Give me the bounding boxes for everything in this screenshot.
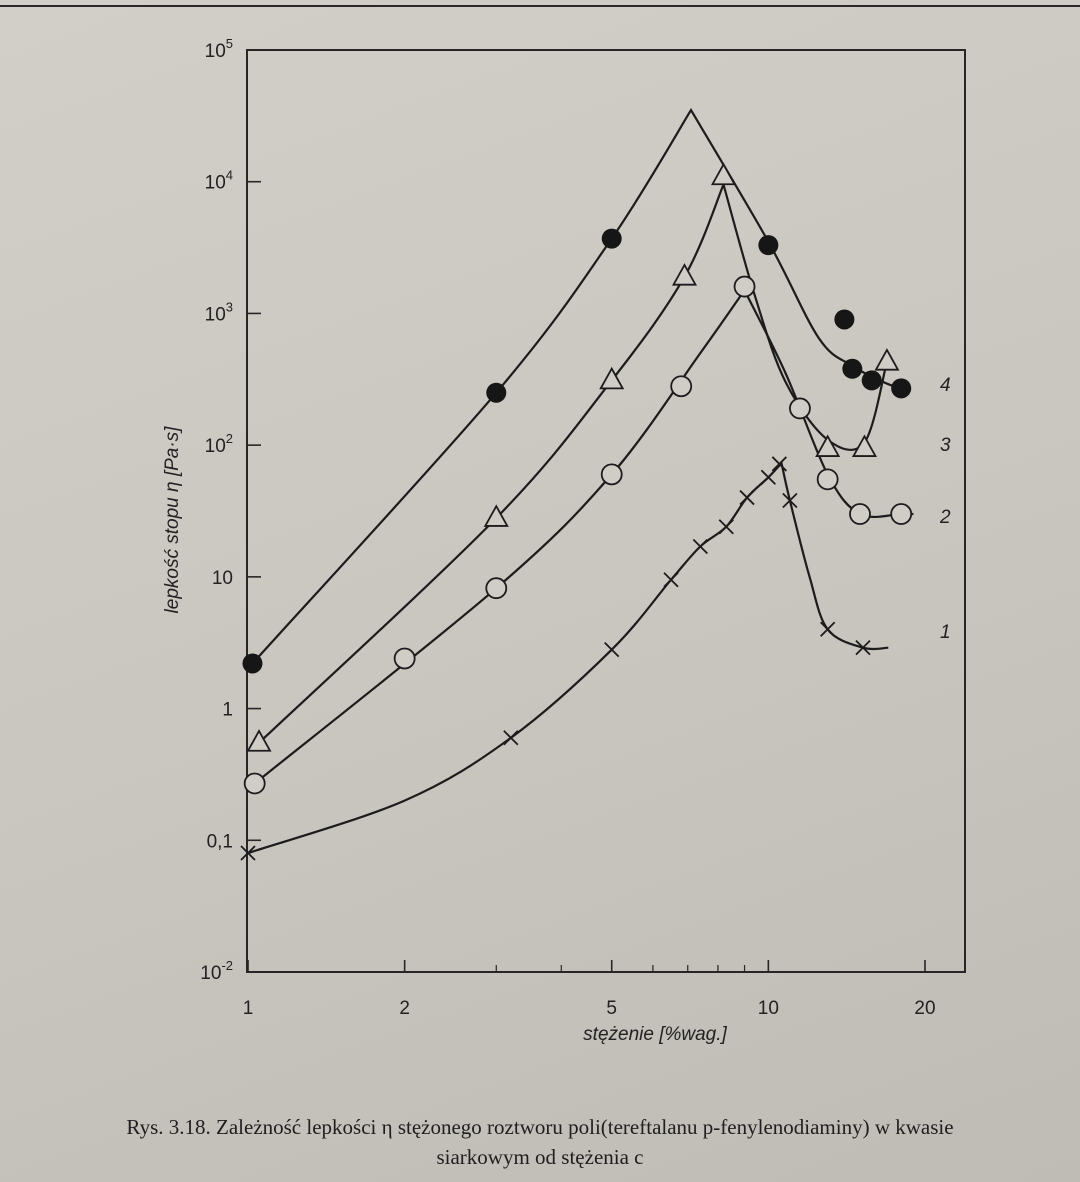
series-4-curve [251,107,912,665]
series-1-point [782,492,798,509]
x-tick-label: 1 [243,998,254,1019]
series-3-curve [258,181,888,744]
y-axis-title: lepkość stopu η [Pa·s] [162,426,183,614]
series-1-label: 1 [940,622,951,643]
series-2-point [670,375,693,398]
x-tick-label: 2 [399,998,410,1019]
series-2-point [393,647,416,670]
series-1-point [739,489,755,506]
caption-line-2: siarkowym od stężenia c [436,1145,644,1169]
series-4-point [891,378,912,399]
series-3-point [671,263,698,286]
y-tick-label: 1 [222,700,233,721]
series-2-point [243,772,266,795]
series-3-point [483,504,509,527]
series-2-point [816,468,839,491]
series-3-label: 3 [940,435,951,456]
series-2-curve [254,288,914,785]
x-tick-label: 10 [758,998,779,1019]
series-markers [240,162,913,861]
plot-frame [246,49,966,973]
axis-ticks [247,49,926,973]
series-2-point [849,503,871,525]
y-tick-label: 103 [205,299,233,325]
series-curves [247,107,914,855]
series-1-point [692,538,708,555]
series-2-point [733,275,756,298]
series-1-point [760,469,776,485]
y-tick-label: 10 [212,568,233,589]
x-axis-title: stężenie [%wag.] [583,1024,727,1045]
series-3-point [246,729,272,752]
series-3-point [815,434,841,457]
series-1-point [240,845,256,861]
series-1-point [771,456,788,472]
series-1-point [855,640,871,656]
series-1-point [820,621,836,637]
series-1-point [503,730,519,746]
series-4-point [861,370,882,391]
y-tick-label: 105 [205,36,233,62]
figure-caption: Rys. 3.18. Zależność lepkości η stężoneg… [0,1112,1080,1172]
series-4-point [486,382,507,403]
series-3-point [599,366,625,390]
series-2-label: 2 [939,507,951,528]
series-4-label: 4 [940,375,951,396]
series-1-point [718,519,734,535]
series-3-point [874,348,900,371]
series-3-point [710,162,737,186]
series-4-point [758,235,779,256]
chart: 1 2 5 10 20 10-2 0,1 1 10 102 103 104 105 4 3 2 1 stężen… [0,5,1080,1045]
y-tick-label: 102 [205,431,233,457]
series-4-point [842,358,863,379]
x-tick-label: 5 [606,998,617,1019]
series-2-point [600,463,623,486]
tick-labels: 1 2 5 10 20 10-2 0,1 1 10 102 103 104 105 4 3 2 1 [200,36,951,1019]
y-tick-label: 104 [205,168,233,194]
series-2-point [890,503,913,525]
series-4-point [601,228,622,249]
series-4-point [834,309,855,330]
x-tick-label: 20 [914,998,935,1019]
series-2-point [485,577,508,600]
series-1-curve [247,460,889,855]
caption-line-1: Rys. 3.18. Zależność lepkości η stężoneg… [126,1115,954,1139]
y-tick-label: 0,1 [207,831,233,852]
series-4-point [242,653,263,674]
series-1-point [663,572,679,588]
y-tick-label: 10-2 [200,958,233,984]
series-3-point [851,434,877,457]
series-1-point [604,642,620,658]
series-2-point [789,397,811,420]
